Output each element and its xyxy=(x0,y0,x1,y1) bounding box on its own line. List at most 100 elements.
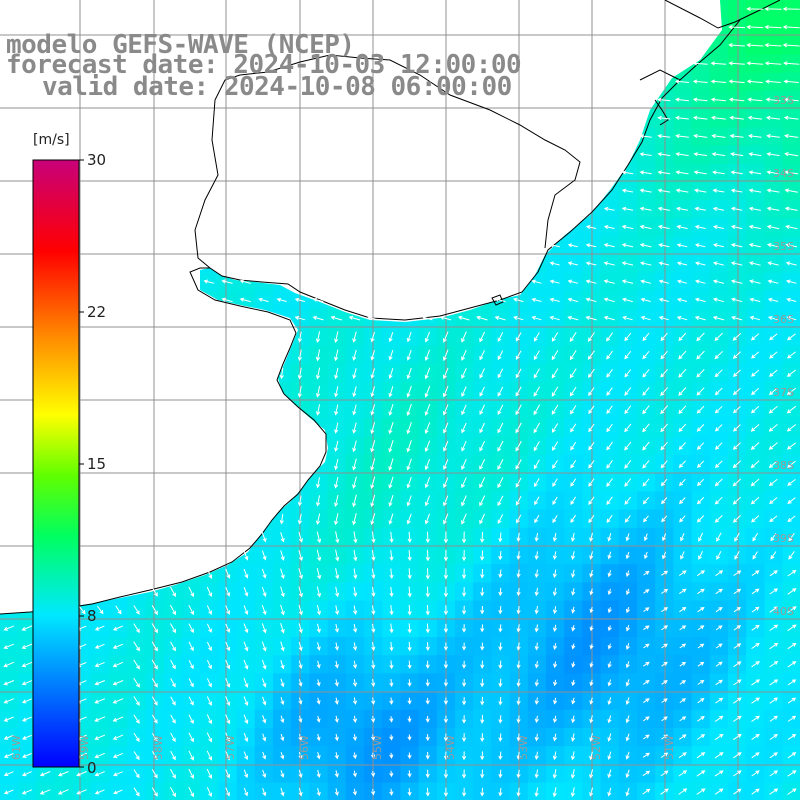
arrow-icon xyxy=(589,588,594,596)
arrow-icon xyxy=(551,423,559,433)
arrow-icon xyxy=(731,315,743,321)
arrow-icon xyxy=(461,386,467,398)
arrow-icon xyxy=(570,496,577,505)
arrow-icon xyxy=(712,297,725,303)
arrow-icon xyxy=(424,385,431,398)
arrow-icon xyxy=(588,514,595,524)
arrow-icon xyxy=(607,643,612,650)
arrow-icon xyxy=(298,586,303,598)
arrow-icon xyxy=(76,771,87,777)
arrow-icon xyxy=(262,733,267,742)
arrow-icon xyxy=(461,331,467,343)
arrow-icon xyxy=(639,188,652,193)
arrow-icon xyxy=(280,715,285,724)
arrow-icon xyxy=(243,550,249,561)
arrow-icon xyxy=(787,606,797,613)
arrow-icon xyxy=(96,605,104,615)
arrow-icon xyxy=(407,788,412,797)
arrow-icon xyxy=(749,279,761,284)
arrow-icon xyxy=(352,788,357,796)
arrow-icon xyxy=(748,224,761,230)
arrow-icon xyxy=(407,697,412,705)
arrow-icon xyxy=(714,752,724,759)
arrow-icon xyxy=(334,440,339,452)
arrow-icon xyxy=(133,605,140,615)
arrow-icon xyxy=(787,697,797,704)
arrow-icon xyxy=(298,679,303,687)
arrow-icon xyxy=(258,297,269,303)
arrow-icon xyxy=(442,404,449,416)
arrow-icon xyxy=(298,697,303,705)
arrow-icon xyxy=(294,297,306,302)
arrow-icon xyxy=(643,643,650,649)
arrow-icon xyxy=(748,152,762,157)
arrow-icon xyxy=(751,387,760,396)
arrow-icon xyxy=(425,586,430,598)
arrow-icon xyxy=(732,406,741,414)
arrow-icon xyxy=(225,641,231,652)
arrow-icon xyxy=(206,623,212,633)
arrow-icon xyxy=(262,787,267,797)
arrow-icon xyxy=(570,514,577,524)
arrow-icon xyxy=(678,350,687,360)
colorbar-tick-8: 8 xyxy=(87,607,97,625)
arrow-icon xyxy=(750,496,760,505)
arrow-icon xyxy=(751,661,760,668)
arrow-icon xyxy=(678,570,687,577)
arrow-icon xyxy=(498,696,503,706)
arrow-icon xyxy=(570,405,577,415)
arrow-icon xyxy=(769,752,778,759)
title-forecast-date: forecast date: 2024-10-03 12:00:00 xyxy=(6,50,522,80)
lat-label: 40S xyxy=(773,605,794,618)
arrow-icon xyxy=(388,458,394,471)
arrow-icon xyxy=(679,734,687,740)
arrow-icon xyxy=(206,659,212,670)
arrow-icon xyxy=(497,368,504,379)
arrow-icon xyxy=(710,115,726,120)
arrow-icon xyxy=(732,478,742,487)
arrow-icon xyxy=(533,441,540,452)
arrow-icon xyxy=(316,733,321,742)
arrow-icon xyxy=(746,79,763,84)
arrow-icon xyxy=(534,751,539,760)
arrow-icon xyxy=(607,697,612,706)
arrow-icon xyxy=(298,604,303,616)
arrow-icon xyxy=(206,768,213,779)
arrow-icon xyxy=(133,787,140,797)
arrow-icon xyxy=(188,768,194,779)
arrow-icon xyxy=(657,224,670,230)
arrow-icon xyxy=(515,477,522,488)
arrow-icon xyxy=(783,97,799,102)
arrow-icon xyxy=(315,367,321,380)
arrow-icon xyxy=(639,206,652,211)
arrow-icon xyxy=(734,532,740,542)
arrow-icon xyxy=(642,770,651,777)
arrow-icon xyxy=(188,732,194,743)
arrow-icon xyxy=(678,497,686,505)
arrow-icon xyxy=(461,678,467,688)
arrow-icon xyxy=(621,206,634,211)
arrow-icon xyxy=(549,297,560,302)
arrow-icon xyxy=(443,715,449,724)
arrow-icon xyxy=(533,386,541,397)
arrow-icon xyxy=(388,331,394,343)
arrow-icon xyxy=(657,170,671,175)
arrow-icon xyxy=(516,532,521,543)
wind-vectors xyxy=(3,6,800,798)
arrow-icon xyxy=(480,678,485,688)
arrow-icon xyxy=(571,588,576,596)
arrow-icon xyxy=(21,698,32,704)
arrow-icon xyxy=(298,733,303,742)
arrow-icon xyxy=(661,643,668,649)
arrow-icon xyxy=(785,243,798,248)
arrow-icon xyxy=(3,734,14,740)
arrow-icon xyxy=(728,24,746,30)
arrow-icon xyxy=(714,405,723,414)
arrow-icon xyxy=(782,43,800,48)
arrow-icon xyxy=(571,715,576,724)
arrow-icon xyxy=(696,734,706,740)
arrow-icon xyxy=(315,513,321,525)
arrow-icon xyxy=(748,261,761,266)
arrow-icon xyxy=(588,496,595,506)
